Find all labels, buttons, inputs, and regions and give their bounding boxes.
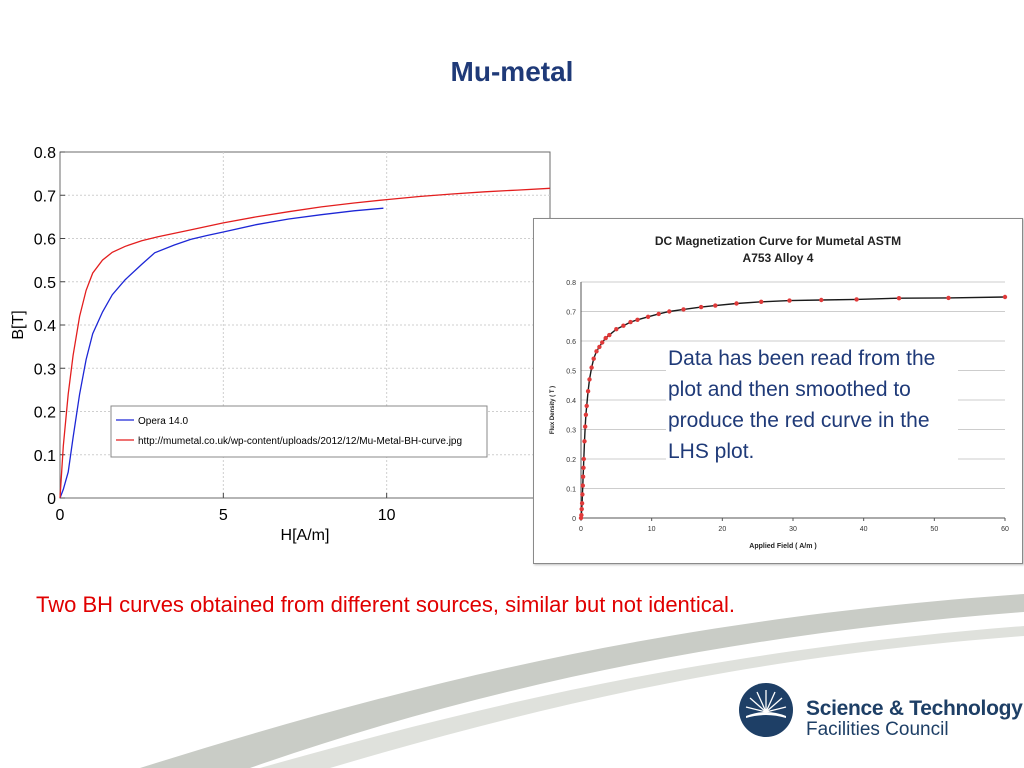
rhs-data-point bbox=[587, 377, 592, 382]
lhs-xtick-label: 0 bbox=[56, 507, 65, 524]
rhs-data-point bbox=[896, 296, 902, 301]
rhs-data-point bbox=[645, 314, 651, 319]
rhs-data-point bbox=[589, 365, 594, 370]
lhs-ytick-label: 0 bbox=[47, 491, 56, 508]
lhs-ytick-label: 0.4 bbox=[34, 318, 56, 335]
rhs-data-point bbox=[946, 295, 951, 301]
rhs-ytick-label: 0.4 bbox=[566, 398, 576, 405]
rhs-data-point bbox=[583, 412, 589, 417]
rhs-data-point bbox=[580, 474, 586, 479]
rhs-data-point bbox=[713, 303, 718, 308]
rhs-data-point bbox=[621, 323, 626, 328]
lhs-y-axis-label: B[T] bbox=[10, 310, 27, 339]
rhs-data-point bbox=[580, 492, 585, 497]
rhs-data-point bbox=[579, 506, 584, 512]
rhs-data-point bbox=[581, 465, 586, 470]
stfc-logo-icon bbox=[739, 683, 793, 737]
rhs-data-point bbox=[603, 335, 608, 341]
rhs-ytick-label: 0.2 bbox=[566, 457, 576, 464]
lhs-legend-label: http://mumetal.co.uk/wp-content/uploads/… bbox=[138, 436, 462, 447]
lhs-ytick-label: 0.2 bbox=[34, 405, 56, 422]
rhs-xtick-label: 10 bbox=[648, 526, 656, 533]
rhs-ytick-label: 0.6 bbox=[566, 339, 576, 346]
rhs-data-point bbox=[1002, 294, 1008, 300]
rhs-data-point bbox=[594, 349, 599, 354]
rhs-chart-title: DC Magnetization Curve for Mumetal ASTM A… bbox=[655, 234, 901, 265]
lhs-ytick-label: 0.6 bbox=[34, 232, 56, 249]
rhs-xtick-label: 40 bbox=[860, 526, 868, 533]
rhs-data-point bbox=[734, 301, 739, 306]
rhs-data-point bbox=[583, 424, 588, 429]
rhs-xtick-label: 0 bbox=[579, 526, 583, 533]
rhs-data-point bbox=[681, 307, 686, 312]
rhs-data-point bbox=[591, 356, 596, 361]
rhs-data-point bbox=[597, 344, 602, 350]
rhs-data-point bbox=[614, 327, 619, 332]
logo-text-line2: Facilities Council bbox=[806, 719, 949, 740]
lhs-legend-label: Opera 14.0 bbox=[138, 416, 188, 427]
rhs-ytick-label: 0 bbox=[572, 516, 576, 523]
lhs-legend: Opera 14.0 http://mumetal.co.uk/wp-conten… bbox=[110, 405, 488, 458]
lhs-ytick-label: 0.8 bbox=[34, 145, 56, 162]
rhs-data-point bbox=[819, 297, 824, 303]
lhs-bh-chart: 0 0.1 0.2 0.3 0.4 0.5 0.6 0.7 0.8 0 5 10 H[A/m] B[T] O… bbox=[10, 145, 551, 544]
rhs-data-point bbox=[579, 501, 585, 506]
rhs-ytick-label: 0.3 bbox=[566, 428, 576, 435]
logo-text-line1: Science & Technology bbox=[806, 697, 1023, 720]
rhs-data-point bbox=[580, 483, 585, 488]
rhs-data-point bbox=[581, 456, 586, 462]
rhs-data-point bbox=[628, 319, 633, 325]
rhs-xtick-label: 50 bbox=[930, 526, 938, 533]
lhs-ytick-label: 0.7 bbox=[34, 188, 56, 205]
rhs-xtick-label: 30 bbox=[789, 526, 797, 533]
slide-title: Mu-metal bbox=[450, 56, 574, 87]
lhs-ytick-label: 0.3 bbox=[34, 361, 56, 378]
lhs-x-axis-label: H[A/m] bbox=[281, 527, 330, 544]
rhs-series-line bbox=[580, 296, 1006, 519]
rhs-ytick-label: 0.5 bbox=[566, 369, 576, 376]
rhs-y-axis-label: Flux Density ( T ) bbox=[550, 386, 556, 434]
annotation-text: Data has been read from the plot and the… bbox=[666, 343, 958, 467]
lhs-xtick-label: 10 bbox=[378, 507, 396, 524]
rhs-data-point bbox=[600, 340, 605, 345]
rhs-x-axis-label: Applied Field ( A/m ) bbox=[749, 543, 816, 550]
lhs-xtick-label: 5 bbox=[219, 507, 228, 524]
rhs-data-point bbox=[787, 298, 792, 303]
rhs-xtick-label: 60 bbox=[1001, 526, 1009, 533]
rhs-data-point bbox=[584, 403, 589, 409]
slide-caption: Two BH curves obtained from different so… bbox=[36, 592, 736, 617]
lhs-series-line-2 bbox=[59, 187, 551, 499]
rhs-magnetization-chart: DC Magnetization Curve for Mumetal ASTM A… bbox=[550, 234, 1009, 550]
rhs-ytick-label: 0.8 bbox=[566, 280, 576, 287]
rhs-data-point bbox=[635, 317, 640, 322]
lhs-legend-box bbox=[110, 405, 488, 458]
rhs-ytick-label: 0.7 bbox=[566, 310, 576, 317]
rhs-data-point bbox=[656, 311, 661, 317]
lhs-ytick-label: 0.1 bbox=[34, 448, 56, 465]
rhs-ytick-label: 0.1 bbox=[566, 487, 576, 494]
rhs-xtick-label: 20 bbox=[718, 526, 726, 533]
rhs-data-point bbox=[582, 439, 587, 444]
rhs-data-point bbox=[579, 512, 584, 518]
lhs-series-line-1 bbox=[59, 207, 384, 499]
rhs-data-point bbox=[585, 389, 591, 394]
rhs-data-point bbox=[607, 332, 612, 338]
lhs-ytick-label: 0.5 bbox=[34, 275, 56, 292]
rhs-data-point bbox=[854, 297, 859, 302]
rhs-data-point bbox=[698, 304, 704, 310]
rhs-data-point bbox=[759, 299, 764, 304]
rhs-data-point bbox=[667, 309, 672, 314]
